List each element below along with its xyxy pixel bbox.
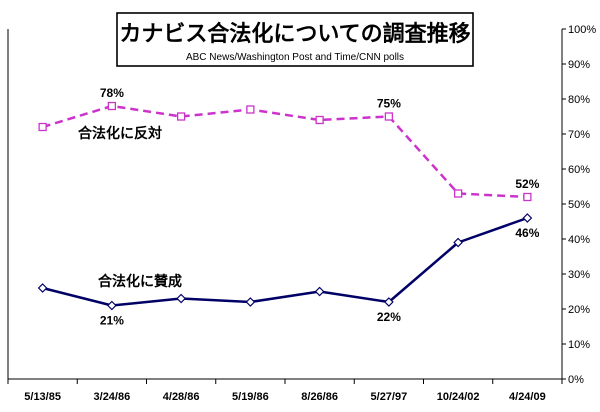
chart-subtitle: ABC News/Washington Post and Time/CNN po… (186, 52, 404, 63)
x-tick-label: 5/19/86 (232, 391, 269, 403)
data-point (523, 192, 532, 202)
title-group: カナビス合法化についての調査推移 ABC News/Washington Pos… (116, 12, 474, 67)
x-tick-label: 5/13/85 (24, 391, 61, 403)
data-point (246, 105, 255, 114)
title-box (116, 12, 474, 67)
x-tick-label: 5/27/97 (371, 391, 408, 403)
y-tick-label: 90% (568, 59, 590, 71)
data-point (453, 189, 463, 198)
data-label: 52% (515, 177, 539, 191)
chart-title: カナビス合法化についての調査推移 (119, 21, 470, 47)
data-label: 22% (377, 310, 401, 324)
data-point (315, 115, 324, 125)
data-point (384, 297, 394, 307)
data-label: 75% (377, 97, 401, 111)
series-layer (37, 101, 533, 311)
x-tick-label: 4/24/09 (509, 391, 546, 403)
axes-layer: 0% 10% 20% 30% 40% 50% 60% 70% 80% 90% 100% 5/13/85… (7, 24, 596, 403)
data-point (38, 122, 47, 132)
y-tick-label: 10% (568, 339, 590, 351)
y-tick-label: 80% (568, 94, 590, 106)
data-point (176, 112, 186, 121)
y-tick-label: 60% (568, 164, 590, 176)
series-line-0 (42, 104, 528, 199)
data-label: 78% (100, 86, 124, 100)
y-tick-label: 100% (568, 24, 596, 36)
x-tick-label: 10/24/02 (437, 391, 480, 403)
data-point (453, 237, 463, 248)
x-tick-label: 4/28/86 (163, 391, 200, 403)
y-tick-label: 50% (568, 199, 590, 211)
x-tick-label: 3/24/86 (94, 391, 131, 403)
data-point (107, 300, 117, 311)
data-point (176, 293, 186, 304)
y-tick-label: 70% (568, 129, 590, 141)
series-line-1 (42, 216, 528, 307)
data-point (245, 297, 256, 307)
x-tick-label: 8/26/86 (301, 391, 338, 403)
y-tick-label: 0% (568, 374, 584, 386)
y-tick-label: 20% (568, 304, 590, 316)
y-tick-label: 30% (568, 269, 590, 281)
data-point (107, 101, 117, 111)
data-point (522, 213, 533, 223)
data-label: 21% (100, 314, 124, 328)
data-point (37, 283, 48, 293)
data-point (314, 286, 325, 297)
data-point (384, 112, 394, 121)
data-label: 46% (515, 226, 539, 240)
series-label-1: 合法化に賛成 (98, 273, 182, 290)
series-label-0: 合法化に反対 (78, 125, 162, 142)
y-tick-label: 40% (568, 234, 590, 246)
